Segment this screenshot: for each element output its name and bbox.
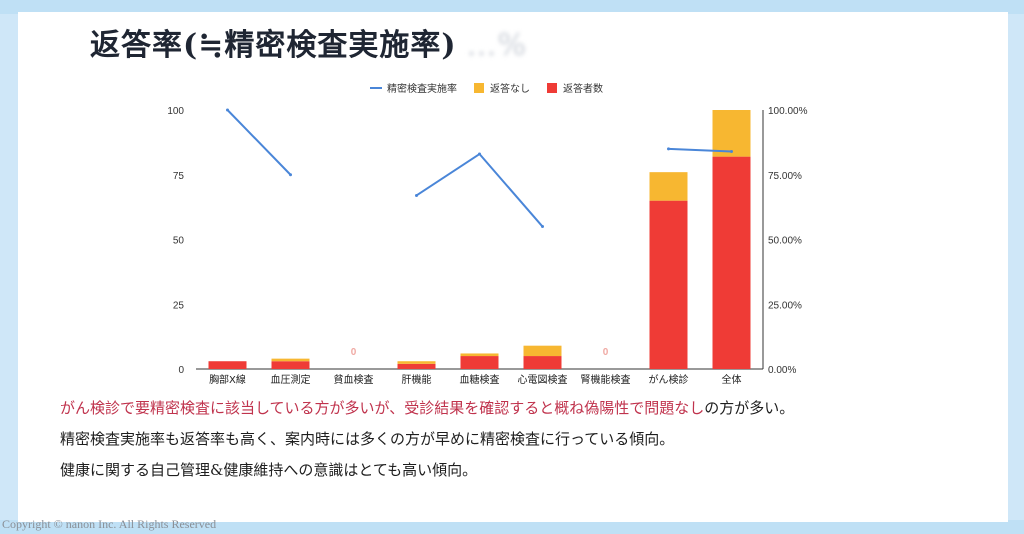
slide-card: 返答率(≒精密検査実施率) …% 0 25 50 75 100 0.00% 25.00% 50.…	[18, 12, 1008, 522]
legend-label: 返答者数	[563, 82, 603, 95]
x-tick-label: 血圧測定	[271, 373, 311, 386]
bar-no-response	[271, 358, 310, 362]
y-right-tick-label: 0.00%	[768, 365, 796, 376]
notes: がん検診で要精密検査に該当している方が多いが、受診結果を確認すると概ね偽陽性で問…	[60, 398, 1000, 491]
bottom-stripe	[0, 520, 1024, 534]
bar-no-response	[649, 172, 688, 201]
bar-responded	[523, 356, 562, 369]
x-tick-label: がん検診	[649, 373, 689, 386]
top-stripe	[0, 0, 1024, 14]
rate-point	[541, 225, 544, 229]
bar-responded	[271, 361, 310, 369]
legend-label: 返答なし	[490, 82, 530, 95]
title-text: 返答率(≒精密検査実施率)	[90, 28, 457, 63]
x-tick-label: 肝機能	[402, 373, 432, 386]
rate-line-segment	[478, 153, 544, 228]
y-left-tick-label: 100	[167, 106, 184, 117]
rate-point	[289, 173, 292, 177]
note-3: 健康に関する自己管理&健康維持への意識はとても高い傾向。	[60, 460, 1000, 481]
note-1-highlight: がん検診で要精密検査に該当している方が多いが、受診結果を確認すると概ね偽陽性で問…	[60, 399, 705, 417]
x-tick-label: 胸部X線	[209, 373, 246, 386]
note-3-text: 健康に関する自己管理&健康維持への意識はとても高い傾向。	[60, 461, 478, 479]
y-left-tick-label: 0	[178, 365, 184, 376]
x-tick-label: 腎機能検査	[581, 373, 631, 386]
y-right-tick-label: 50.00%	[768, 236, 802, 247]
bar-value-label: 0	[603, 347, 609, 358]
y-right-tick-label: 100.00%	[768, 106, 808, 117]
copyright: Copyright © nanon Inc. All Rights Reserv…	[2, 517, 217, 531]
y-left-tick-label: 25	[173, 300, 185, 311]
y-right-tick-label: 25.00%	[768, 300, 802, 311]
note-2: 精密検査実施率も返答率も高く、案内時には多くの方が早めに精密検査に行っている傾向…	[60, 429, 1000, 450]
bar-no-response	[712, 110, 751, 157]
response-rate-chart: 0 25 50 75 100 0.00% 25.00% 50.00% 75.00% 100.00%…	[167, 82, 808, 386]
bar-responded	[397, 363, 436, 369]
bar-responded	[712, 156, 751, 369]
bar-responded	[649, 200, 688, 369]
y-left-tick-label: 50	[173, 236, 185, 247]
note-2-text: 精密検査実施率も返答率も高く、案内時には多くの方が早めに精密検査に行っている傾向…	[60, 430, 675, 448]
slide-title: 返答率(≒精密検査実施率) …%	[90, 20, 527, 64]
legend-swatch	[547, 83, 557, 93]
rate-line-segment	[226, 109, 292, 176]
legend-label: 精密検査実施率	[387, 82, 457, 95]
bar-responded	[460, 356, 499, 369]
bar-no-response	[397, 361, 436, 364]
title-blurred: …%	[466, 28, 528, 63]
rate-point	[730, 149, 733, 153]
rate-line-segment	[415, 153, 481, 197]
x-tick-label: 全体	[722, 373, 742, 386]
note-1: がん検診で要精密検査に該当している方が多いが、受診結果を確認すると概ね偽陽性で問…	[60, 398, 1000, 419]
bar-value-label: 0	[351, 347, 357, 358]
x-tick-label: 心電図検査	[518, 373, 568, 386]
note-1-rest: の方が多い。	[704, 399, 795, 417]
rate-line-segment	[667, 147, 733, 153]
bar-no-response	[460, 353, 499, 357]
x-tick-label: 血糖検査	[460, 373, 500, 386]
y-right-tick-label: 75.00%	[768, 171, 802, 182]
bar-no-response	[523, 345, 562, 357]
bar-responded	[208, 361, 247, 369]
y-left-tick-label: 75	[173, 171, 185, 182]
x-tick-label: 貧血検査	[334, 373, 374, 386]
legend-swatch	[474, 83, 484, 93]
